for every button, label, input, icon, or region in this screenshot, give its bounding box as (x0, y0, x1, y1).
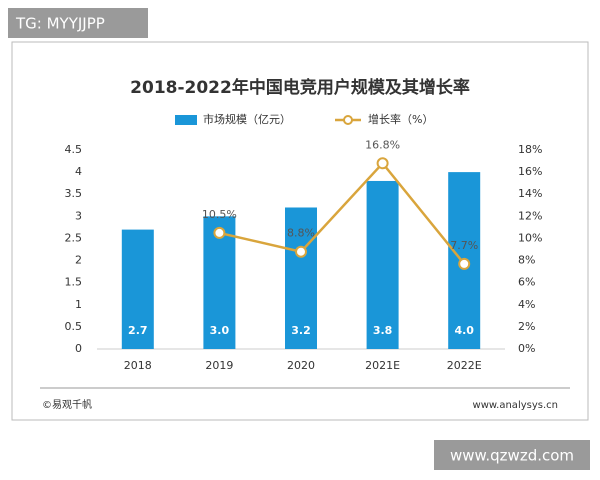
chart-title: 2018-2022年中国电竞用户规模及其增长率 (130, 77, 470, 98)
line-value-label: 8.8% (287, 227, 315, 240)
bar-value-label: 3.2 (291, 324, 311, 337)
legend-label: 市场规模（亿元） (203, 112, 291, 126)
y-tick-label: 2 (75, 254, 82, 267)
y-tick-label: 0.5 (65, 320, 83, 333)
top-label: TG: MYYJJPP (15, 15, 105, 33)
top-label-box (8, 8, 148, 38)
y2-tick-label: 14% (518, 187, 542, 200)
y-tick-label: 4.5 (65, 143, 83, 156)
y-tick-label: 1 (75, 298, 82, 311)
y-tick-label: 2.5 (65, 231, 83, 244)
y2-tick-label: 6% (518, 276, 535, 289)
bar (121, 229, 154, 349)
y2-tick-label: 0% (518, 342, 535, 355)
x-tick-label: 2022E (447, 359, 482, 372)
x-tick-label: 2018 (124, 359, 152, 372)
line-marker (295, 245, 307, 258)
line-marker (458, 257, 471, 270)
bar-value-label: 3.0 (210, 324, 230, 337)
line-marker (213, 226, 226, 239)
bottom-label: www.qzwzd.com (450, 447, 574, 465)
y2-tick-label: 16% (518, 165, 542, 178)
x-tick-label: 2020 (287, 359, 315, 372)
y2-tick-label: 4% (518, 298, 535, 311)
line-marker (376, 157, 389, 170)
y2-tick-label: 10% (518, 231, 542, 244)
bar-value-label: 2.7 (128, 324, 148, 337)
bar (285, 207, 317, 349)
legend-label: 增长率（%） (368, 112, 433, 126)
bar (366, 180, 399, 349)
y-tick-label: 1.5 (65, 276, 83, 289)
y-tick-label: 0 (75, 342, 82, 355)
line-value-label: 10.5% (202, 208, 237, 221)
y-tick-label: 3 (75, 209, 82, 222)
bottom-label-box (434, 440, 590, 470)
bar-value-label: 3.8 (373, 324, 393, 337)
y2-tick-label: 12% (518, 209, 542, 222)
x-tick-label: 2021E (365, 359, 400, 372)
y2-tick-label: 2% (518, 320, 535, 333)
y2-tick-label: 8% (518, 254, 535, 267)
y2-tick-label: 18% (518, 143, 542, 156)
legend-swatch (175, 115, 197, 125)
footer-right: www.analysys.cn (473, 400, 558, 411)
line (219, 161, 466, 265)
footer-left: ©易观千帆 (42, 398, 92, 411)
line-value-label: 16.8% (365, 138, 400, 151)
line-value-label: 7.7% (450, 239, 478, 252)
bar-value-label: 4.0 (454, 324, 474, 337)
y-tick-label: 4 (75, 165, 82, 178)
legend-marker (343, 115, 353, 125)
y-tick-label: 3.5 (65, 187, 83, 200)
x-tick-label: 2019 (205, 359, 233, 372)
